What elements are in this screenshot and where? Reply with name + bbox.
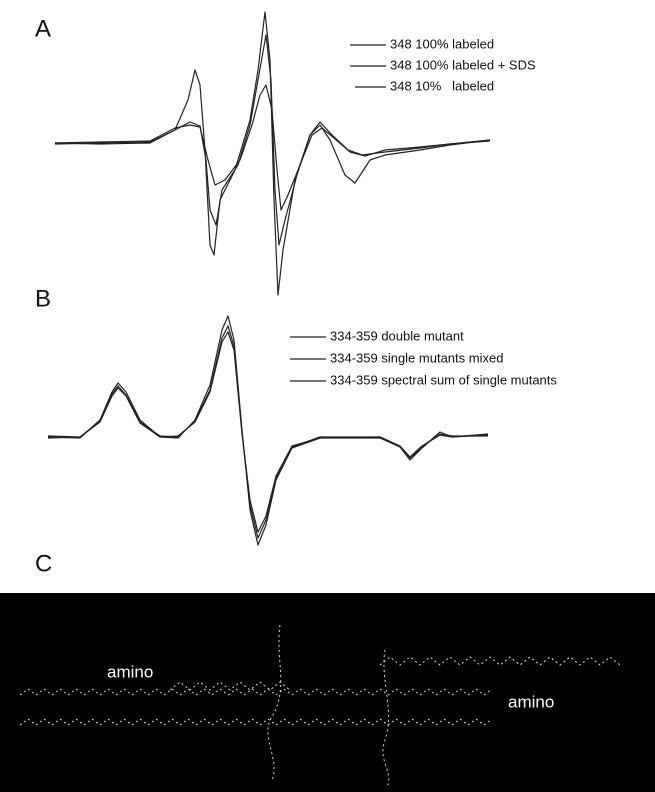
legend-text: 348 10% labeled xyxy=(390,78,494,93)
spectrum xyxy=(54,34,491,246)
spectrum xyxy=(47,331,489,533)
legend-text: 348 100% labeled xyxy=(390,36,494,51)
molecule-image xyxy=(0,593,655,792)
legend-text: 334-359 spectral sum of single mutants xyxy=(330,372,557,387)
annotation: amino xyxy=(508,692,554,711)
spectrum xyxy=(54,11,491,296)
helix xyxy=(19,688,493,696)
spectrum xyxy=(54,84,491,211)
legend-text: 334-359 double mutant xyxy=(330,328,464,343)
helix xyxy=(19,718,493,726)
legend-text: 348 100% labeled + SDS xyxy=(390,57,536,72)
helix xyxy=(169,656,621,691)
panel-label: A xyxy=(35,15,51,42)
panel-label: B xyxy=(35,285,51,312)
loop xyxy=(267,624,390,786)
annotation: amino xyxy=(107,662,153,681)
panel-label: C xyxy=(35,550,52,577)
legend-text: 334-359 single mutants mixed xyxy=(330,350,503,365)
